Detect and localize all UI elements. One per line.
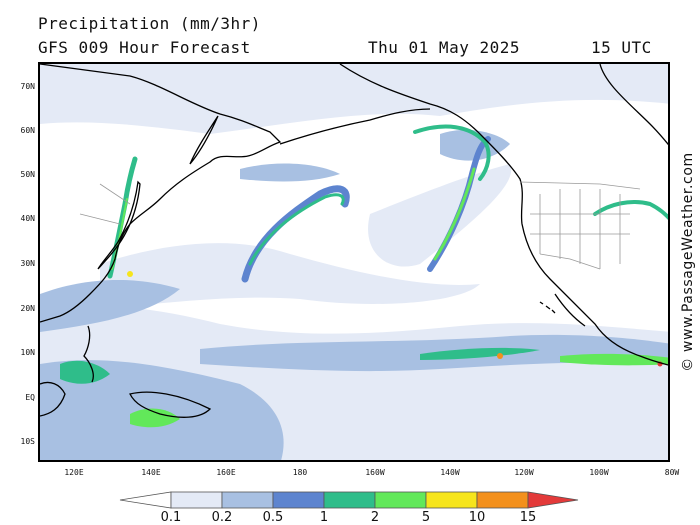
coastline-borneo <box>40 381 66 417</box>
lat-label: 30N <box>20 259 35 268</box>
lon-label: 160W <box>365 468 385 477</box>
convection-cell <box>127 271 133 277</box>
copyright-watermark: © www.PassageWeather.com <box>680 152 696 372</box>
front-band-northeast-core <box>433 167 476 261</box>
forecast-date: Thu 01 May 2025 <box>368 38 520 57</box>
front-band-northwest-core <box>248 193 345 266</box>
state-borders <box>530 189 630 269</box>
legend-swatch <box>425 491 478 509</box>
rain-field-north <box>40 64 668 134</box>
legend-swatch <box>527 491 579 509</box>
rain-area-gulf <box>440 129 510 161</box>
rain-field-central <box>100 243 480 309</box>
lat-label: EQ <box>25 393 35 402</box>
legend-tick-label: 0.1 <box>160 510 182 525</box>
lon-label: 160E <box>216 468 236 477</box>
asia-borders <box>79 183 131 225</box>
lat-label: 50N <box>20 170 35 179</box>
legend-tick-label: 0.2 <box>211 510 233 525</box>
lat-label: 20N <box>20 304 35 313</box>
coastline-north-america <box>339 64 668 366</box>
coastline-hawaii <box>539 301 556 314</box>
legend-swatch <box>272 491 325 509</box>
coastline-aleutians <box>279 108 431 145</box>
convection-maritime <box>60 360 110 384</box>
map-canvas <box>40 64 668 460</box>
legend-tick-label: 15 <box>519 510 537 525</box>
lon-label: 180 <box>292 468 308 477</box>
front-band-us <box>593 200 668 220</box>
legend-tick-label: 0.5 <box>262 510 284 525</box>
us-canada-border <box>519 181 641 190</box>
coastline-asia <box>40 64 282 323</box>
coastline-mexico <box>554 293 586 327</box>
forecast-model-label: GFS 009 Hour Forecast <box>38 38 251 57</box>
lat-label: 10S <box>20 437 35 446</box>
legend-swatch <box>323 491 376 509</box>
lon-label: 120W <box>514 468 534 477</box>
lon-label: 100W <box>589 468 609 477</box>
map-title: Precipitation (mm/3hr) <box>38 14 261 33</box>
lon-label: 140W <box>440 468 460 477</box>
coastline-japan <box>97 180 141 270</box>
legend-swatch <box>374 491 427 509</box>
legend-swatch <box>221 491 274 509</box>
lon-label: 120E <box>64 468 84 477</box>
legend-swatch <box>170 491 223 509</box>
convection-itcz <box>420 347 540 360</box>
us-mexico-border <box>539 253 601 270</box>
legend-swatch <box>476 491 529 509</box>
rain-area-northwest <box>240 163 340 182</box>
convection-cell <box>497 353 503 359</box>
lon-label: 80W <box>664 468 680 477</box>
lat-label: 10N <box>20 348 35 357</box>
forecast-time: 15 UTC <box>591 38 652 57</box>
rain-area-west <box>40 279 180 332</box>
coastline-kamchatka <box>189 115 219 165</box>
lat-label: 70N <box>20 82 35 91</box>
lat-label: 60N <box>20 126 35 135</box>
convection-png <box>130 408 180 428</box>
legend-tick-label: 2 <box>370 510 380 525</box>
rain-field-hawaii <box>368 164 512 267</box>
coastline-hudson <box>599 64 668 146</box>
precipitation-legend <box>119 491 579 509</box>
precipitation-map <box>38 62 670 462</box>
lon-label: 140E <box>141 468 161 477</box>
coastline-philippines <box>83 325 94 383</box>
legend-swatch <box>119 491 172 509</box>
coastline-new-guinea <box>129 391 212 418</box>
front-band-alaska <box>413 124 491 181</box>
legend-tick-label: 10 <box>468 510 486 525</box>
legend-tick-label: 1 <box>319 510 329 525</box>
lat-label: 40N <box>20 214 35 223</box>
legend-tick-label: 5 <box>421 510 431 525</box>
